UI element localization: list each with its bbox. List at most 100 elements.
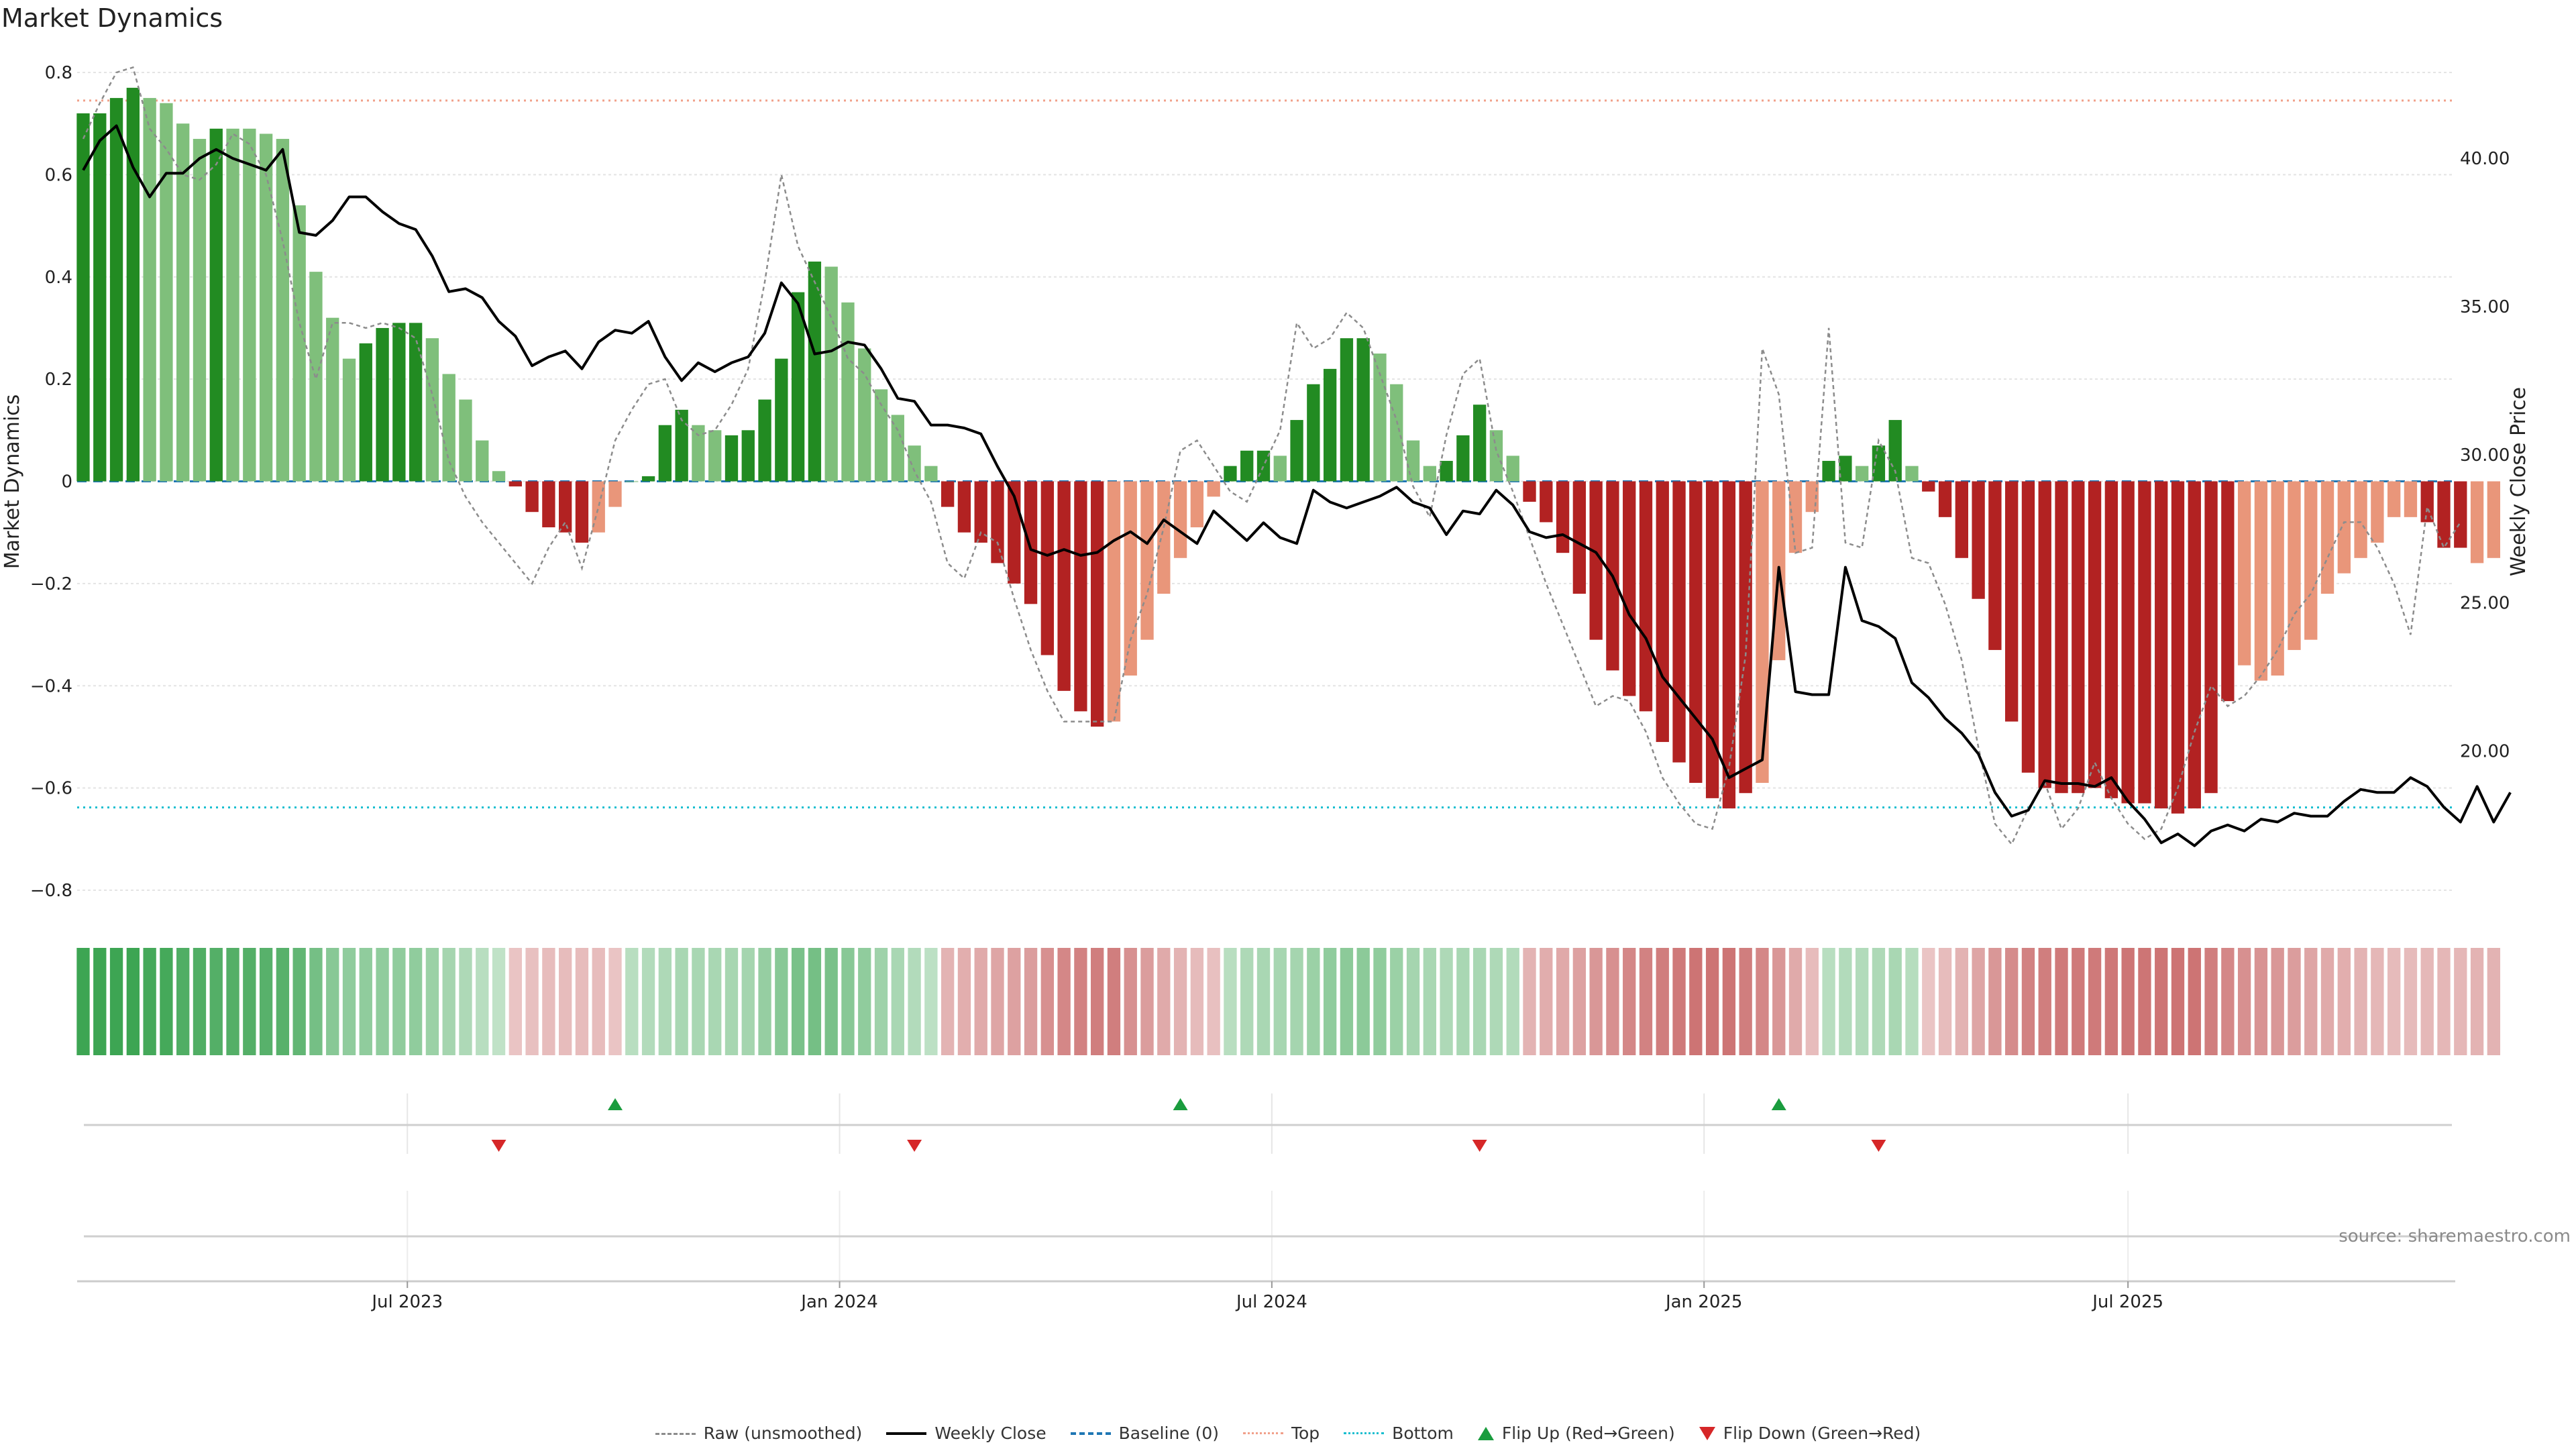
flip-down-marker-2 <box>1472 1140 1487 1152</box>
heat-cell-81 <box>1423 948 1436 1055</box>
heat-cell-83 <box>1456 948 1470 1055</box>
bar-13 <box>292 205 306 482</box>
heat-cell-123 <box>2121 948 2135 1055</box>
heat-cell-15 <box>326 948 339 1055</box>
heat-cell-12 <box>276 948 290 1055</box>
bar-65 <box>1157 481 1171 594</box>
raw-line <box>82 66 2461 846</box>
legend-swatch-baseline <box>1070 1432 1111 1435</box>
heat-cell-100 <box>1739 948 1752 1055</box>
heat-cell-10 <box>243 948 256 1055</box>
bar-144 <box>2470 481 2484 564</box>
heat-cell-93 <box>1623 948 1636 1055</box>
heat-cell-61 <box>1091 948 1104 1055</box>
bar-93 <box>1623 481 1636 696</box>
flip-down-marker-0 <box>491 1140 506 1152</box>
heat-cell-38 <box>708 948 722 1055</box>
legend-item-weekly-close: Weekly Close <box>886 1424 1046 1443</box>
bar-98 <box>1705 481 1719 798</box>
heat-cell-108 <box>1872 948 1886 1055</box>
bar-115 <box>1988 481 2002 650</box>
bar-68 <box>1207 481 1220 497</box>
heat-cell-92 <box>1606 948 1619 1055</box>
heat-cell-63 <box>1124 948 1137 1055</box>
heat-cell-25 <box>492 948 506 1055</box>
heat-cell-125 <box>2155 948 2168 1055</box>
bar-113 <box>1955 481 1968 558</box>
heat-cell-40 <box>741 948 755 1055</box>
bar-89 <box>1556 481 1570 553</box>
heat-cell-139 <box>2387 948 2401 1055</box>
heat-cell-48 <box>874 948 888 1055</box>
bar-55 <box>991 481 1004 564</box>
heat-cell-104 <box>1805 948 1819 1055</box>
heat-cell-35 <box>658 948 672 1055</box>
bar-34 <box>641 476 655 482</box>
bar-96 <box>1672 481 1686 763</box>
bar-117 <box>2021 481 2035 773</box>
heat-cell-128 <box>2204 948 2218 1055</box>
bar-17 <box>359 343 372 482</box>
x-tick-label-3: Jan 2025 <box>1664 1292 1743 1312</box>
heat-cell-78 <box>1373 948 1387 1055</box>
bar-23 <box>459 399 472 482</box>
heat-cell-51 <box>924 948 938 1055</box>
bar-81 <box>1423 466 1436 482</box>
bar-142 <box>2437 481 2451 548</box>
heat-cell-27 <box>525 948 539 1055</box>
bar-136 <box>2337 481 2351 574</box>
bar-143 <box>2454 481 2467 548</box>
heat-cell-34 <box>641 948 655 1055</box>
bar-131 <box>2254 481 2268 681</box>
heat-cell-145 <box>2487 948 2501 1055</box>
heat-cell-132 <box>2271 948 2284 1055</box>
bar-57 <box>1024 481 1038 604</box>
heat-cell-126 <box>2171 948 2185 1055</box>
heat-cell-71 <box>1256 948 1271 1055</box>
bar-99 <box>1722 481 1736 809</box>
bar-86 <box>1506 455 1519 482</box>
bar-42 <box>775 358 788 482</box>
heat-cell-29 <box>559 948 572 1055</box>
bar-27 <box>525 481 539 513</box>
bar-37 <box>692 425 705 482</box>
bar-69 <box>1224 466 1237 482</box>
left-tick-label-2: 0.4 <box>45 268 72 288</box>
heat-cell-57 <box>1024 948 1038 1055</box>
bar-103 <box>1788 481 1803 553</box>
legend-swatch-raw <box>655 1433 696 1435</box>
bar-78 <box>1373 354 1387 482</box>
bar-118 <box>2038 481 2051 788</box>
heat-cell-138 <box>2371 948 2384 1055</box>
heat-cell-77 <box>1356 948 1370 1055</box>
heat-cell-50 <box>908 948 921 1055</box>
legend-swatch-bottom <box>1344 1432 1385 1434</box>
heat-cell-97 <box>1689 948 1703 1055</box>
heat-cell-65 <box>1157 948 1171 1055</box>
reference-lines <box>77 99 2452 809</box>
bar-19 <box>392 323 406 482</box>
bar-137 <box>2354 481 2367 558</box>
legend-item-top: Top <box>1242 1424 1320 1443</box>
heat-cell-13 <box>292 948 306 1055</box>
bar-76 <box>1340 338 1354 482</box>
heat-cell-79 <box>1390 948 1403 1055</box>
bar-133 <box>2288 481 2301 650</box>
bar-21 <box>425 338 439 482</box>
bar-132 <box>2271 481 2284 676</box>
heat-cell-127 <box>2188 948 2201 1055</box>
bar-30 <box>575 481 589 543</box>
bar-79 <box>1390 384 1403 482</box>
legend: Raw (unsmoothed) Weekly Close Baseline (… <box>0 1424 2576 1443</box>
bar-67 <box>1190 481 1204 528</box>
bar-97 <box>1689 481 1703 784</box>
bar-87 <box>1523 481 1536 502</box>
bar-3 <box>126 87 140 482</box>
heat-cell-82 <box>1440 948 1453 1055</box>
heat-cell-52 <box>941 948 955 1055</box>
bar-110 <box>1905 466 1919 482</box>
legend-item-bottom: Bottom <box>1344 1424 1454 1443</box>
bar-16 <box>342 358 356 482</box>
legend-label-top: Top <box>1291 1424 1320 1443</box>
heat-cell-26 <box>508 948 522 1055</box>
